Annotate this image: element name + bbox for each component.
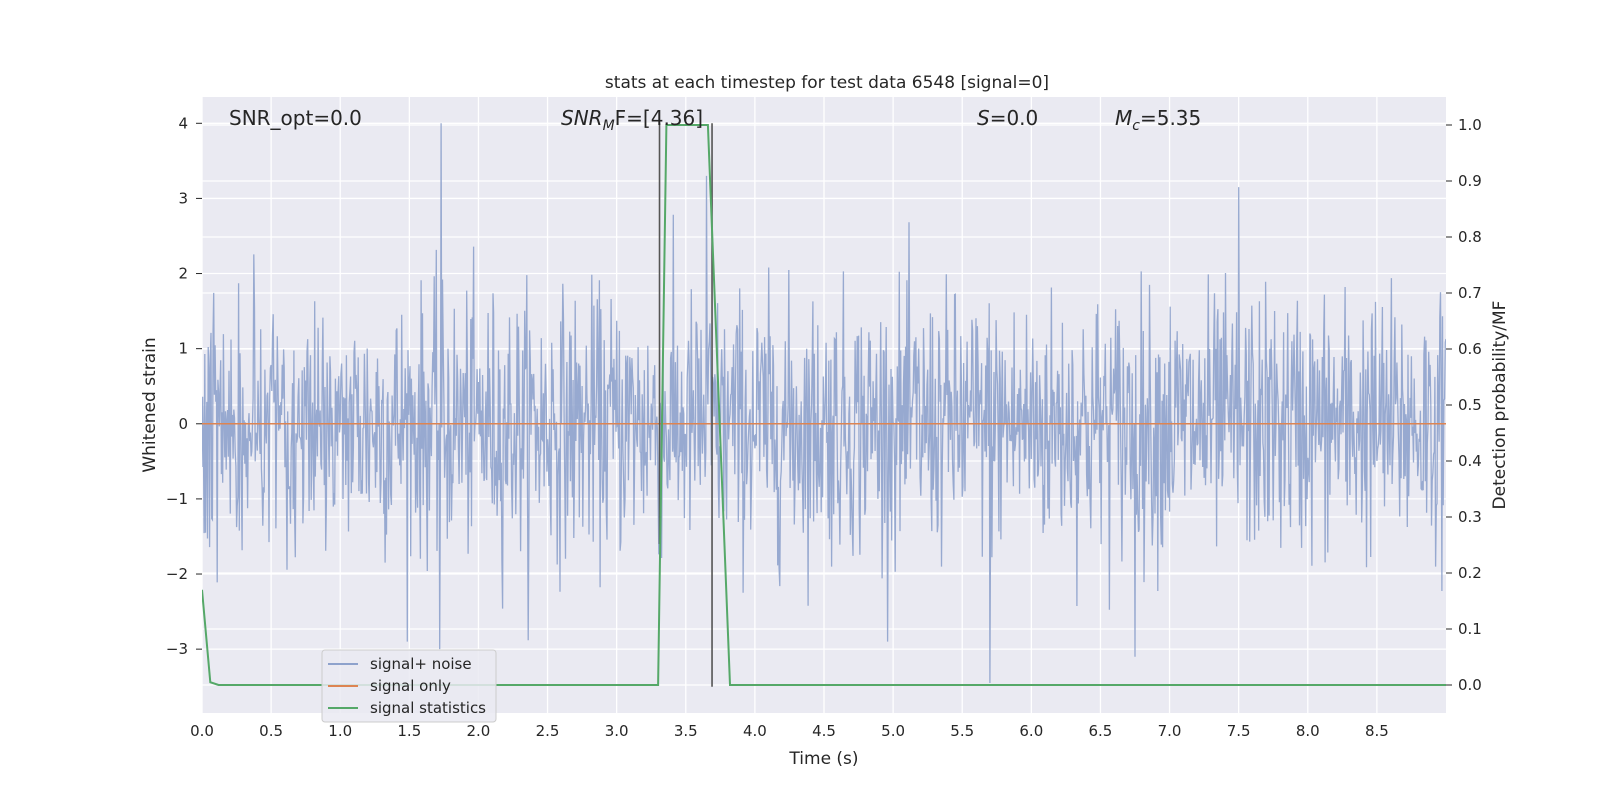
x-tick-label: 0.0 [190,722,214,740]
annotation-s: S=0.0 [977,106,1038,130]
left-y-tick-label: −3 [166,640,188,658]
right-y-tick-label: 0.5 [1458,396,1482,414]
s-variable: S [977,106,990,130]
s-value: =0.0 [990,106,1039,130]
x-tick-label: 4.0 [743,722,767,740]
right-y-tick-label: 0.0 [1458,676,1482,694]
right-y-tick-label: 0.7 [1458,284,1482,302]
left-y-axis-label: Whitened strain [140,337,160,472]
legend-label-signal: signal only [370,677,451,695]
legend-box [321,649,497,723]
mc-subscript: c [1132,118,1140,134]
x-tick-label: 5.0 [881,722,905,740]
x-tick-label: 2.0 [467,722,491,740]
right-y-axis-label: Detection probability/MF [1490,301,1510,510]
x-tick-label: 6.0 [1019,722,1043,740]
x-tick-label: 6.5 [1089,722,1113,740]
x-tick-label: 0.5 [259,722,283,740]
left-y-tick-label: 0 [178,415,188,433]
right-y-tick-label: 0.1 [1458,620,1482,638]
x-tick-label: 3.5 [674,722,698,740]
right-y-tick-label: 1.0 [1458,116,1482,134]
x-tick-label: 7.5 [1227,722,1251,740]
x-tick-label: 4.5 [812,722,836,740]
legend: signal+ noise signal only signal statist… [321,649,497,723]
right-y-tick-label: 0.4 [1458,452,1482,470]
annotation-snr-opt: SNR_opt=0.0 [229,106,362,130]
right-y-tick-label: 0.2 [1458,564,1482,582]
left-y-tick-label: −2 [166,565,188,583]
series-signal-statistics [202,124,1446,686]
mc-value: =5.35 [1140,106,1201,130]
right-y-tick-label: 0.9 [1458,172,1482,190]
x-tick-label: 7.0 [1158,722,1182,740]
right-y-tick-labels: 1.0 0.9 0.8 0.7 0.6 0.5 0.4 0.3 0.2 0.1 0.0 [1446,116,1482,694]
chart-title: stats at each timestep for test data 654… [605,73,1049,93]
left-y-tick-labels: 4 3 2 1 0 −1 −2 −3 [166,114,202,658]
snr-mf-base: SNR [561,106,603,130]
x-tick-label: 1.0 [328,722,352,740]
legend-label-noise: signal+ noise [370,655,472,673]
legend-label-statistics: signal statistics [370,699,486,717]
annotation-snr-mf: SNRMF=[4.36] [561,106,703,134]
x-tick-label: 8.0 [1296,722,1320,740]
left-y-tick-label: 2 [178,265,188,283]
mc-variable: M [1115,106,1132,130]
x-tick-label: 5.5 [950,722,974,740]
right-y-tick-label: 0.3 [1458,508,1482,526]
x-axis-label: Time (s) [788,749,858,769]
left-y-tick-label: 1 [178,340,188,358]
snr-mf-subscript: M [603,118,615,134]
x-tick-label: 2.5 [536,722,560,740]
annotation-mc: Mc=5.35 [1115,106,1201,134]
series-signal-plus-noise [202,123,1446,684]
right-y-tick-label: 0.8 [1458,228,1482,246]
x-tick-label: 1.5 [397,722,421,740]
right-y-tick-label: 0.6 [1458,340,1482,358]
x-tick-label: 8.5 [1365,722,1389,740]
snr-mf-rest: F=[4.36] [615,106,703,130]
left-y-tick-label: 3 [178,189,188,207]
x-tick-label: 3.0 [605,722,629,740]
left-y-tick-label: −1 [166,490,188,508]
x-tick-labels: 0.0 0.5 1.0 1.5 2.0 2.5 3.0 3.5 4.0 4.5 5.0 5.5 6.0 6… [190,722,1389,740]
left-y-tick-label: 4 [178,114,188,132]
